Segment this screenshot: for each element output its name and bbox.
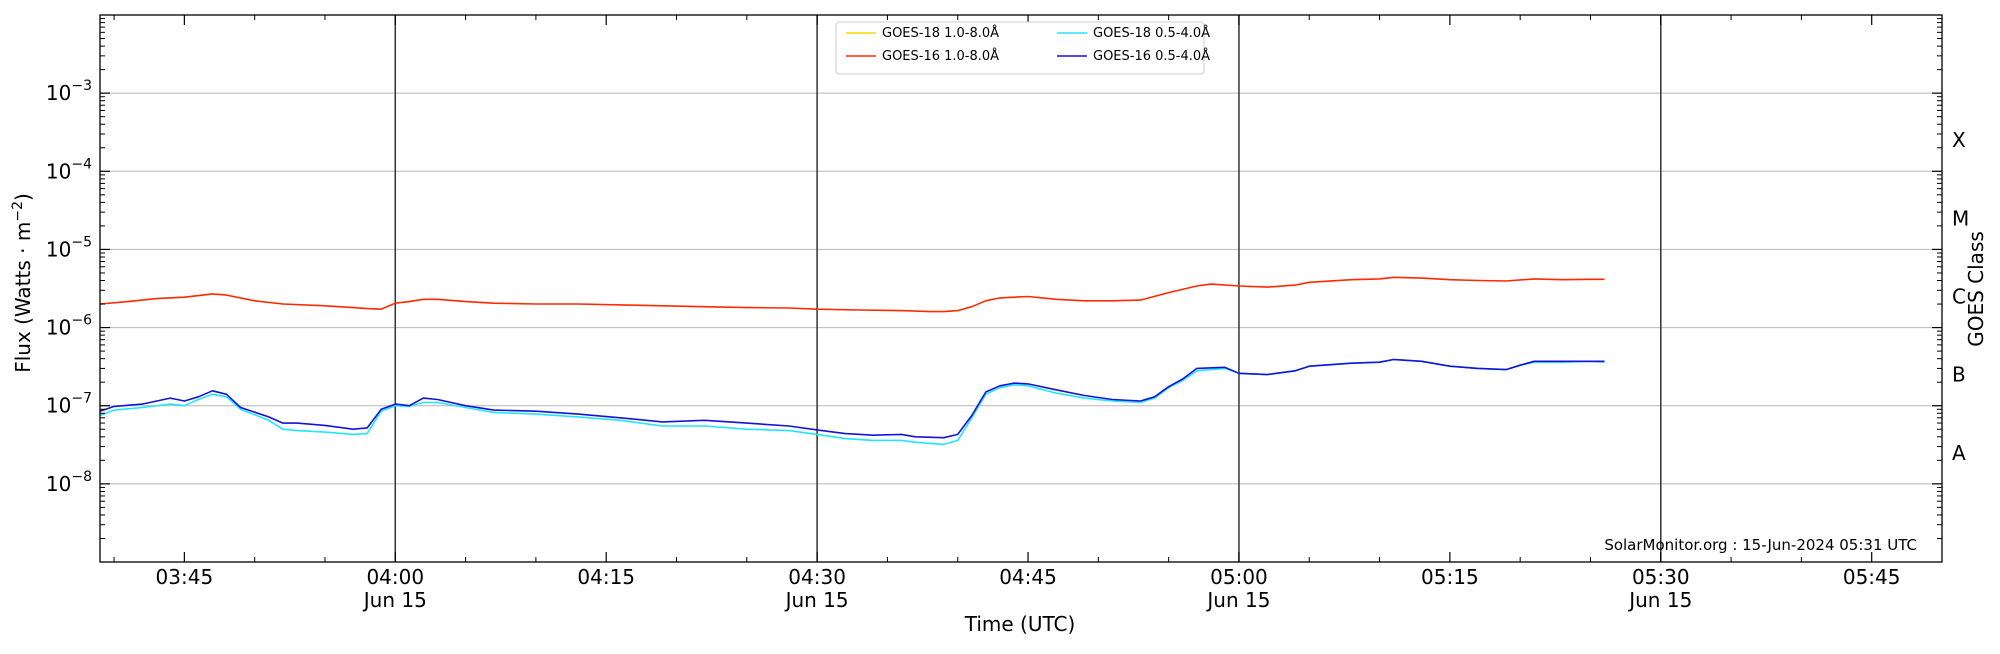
y-axis-ticks: 10−810−710−610−510−410−3 [46,18,1942,539]
y-tick-label: 10−7 [46,391,92,418]
x-tick-label: 04:00 [366,565,424,589]
y-tick-label: 10−4 [46,156,92,183]
goes-class-axis-title: GOES Class [1964,231,1988,347]
vertical-date-lines [394,15,1662,562]
y-tick-label: 10−5 [46,234,92,261]
grid-layer [100,92,1942,485]
x-tick-label: 04:30 [788,565,846,589]
y-axis-title: Flux (Watts · m−2) [10,193,35,373]
legend-label: GOES-18 0.5-4.0Å [1093,25,1210,41]
x-tick-label: 04:15 [577,565,635,589]
y-tick-base: 10 [46,159,71,183]
x-tick-label: 05:00 [1210,565,1268,589]
y-tick-base: 10 [46,472,71,496]
y-tick-exponent: −4 [71,156,92,172]
y-tick-base: 10 [46,237,71,261]
y-tick-base: 10 [46,316,71,340]
y-axis-title-exponent: −2 [10,201,26,222]
series-layer [99,276,1605,446]
x-tick-date-label: Jun 15 [1627,588,1692,612]
goes-class-label-a: A [1952,441,1966,465]
x-tick-label: 04:45 [999,565,1057,589]
legend: GOES-18 1.0-8.0Å GOES-16 1.0-8.0Å GOES-18 … [835,21,1210,75]
y-tick-exponent: −6 [71,313,92,329]
x-tick-label: 05:15 [1421,565,1479,589]
goes-class-label-b: B [1952,363,1966,387]
legend-items: GOES-18 1.0-8.0Å GOES-16 1.0-8.0Å GOES-18 … [846,25,1210,64]
goes-class-label-x: X [1952,128,1966,152]
legend-label: GOES-16 1.0-8.0Å [882,48,999,64]
y-tick-exponent: −5 [71,234,92,250]
legend-label: GOES-16 0.5-4.0Å [1093,48,1210,64]
x-axis-title: Time (UTC) [964,612,1076,636]
y-tick-label: 10−3 [46,78,92,105]
series-line-3 [99,358,1605,439]
y-tick-exponent: −3 [71,78,92,94]
y-axis-title-text: Flux (Watts · m [11,222,35,373]
y-tick-base: 10 [46,394,71,418]
x-tick-date-label: Jun 15 [1205,588,1270,612]
plot-frame [99,14,1943,563]
y-tick-base: 10 [46,81,71,105]
goes-class-label-m: M [1952,206,1969,230]
series-line-1 [99,276,1605,313]
source-annotation: SolarMonitor.org : 15-Jun-2024 05:31 UTC [1604,536,1917,554]
y-axis-title-close: ) [11,193,35,201]
y-tick-label: 10−8 [46,469,92,496]
series-line-2 [99,358,1605,446]
x-tick-date-label: Jun 15 [784,588,849,612]
y-tick-exponent: −8 [71,469,92,485]
x-tick-label: 05:30 [1632,565,1690,589]
goes-class-labels: A B C M X [1952,128,1969,465]
y-tick-label: 10−6 [46,313,92,340]
goes-class-label-c: C [1952,284,1966,308]
x-tick-date-label: Jun 15 [362,588,427,612]
x-tick-label: 05:45 [1843,565,1901,589]
x-tick-label: 03:45 [156,565,214,589]
legend-label: GOES-18 1.0-8.0Å [882,25,999,41]
y-tick-exponent: −7 [71,391,92,407]
legend-box [835,21,1205,75]
